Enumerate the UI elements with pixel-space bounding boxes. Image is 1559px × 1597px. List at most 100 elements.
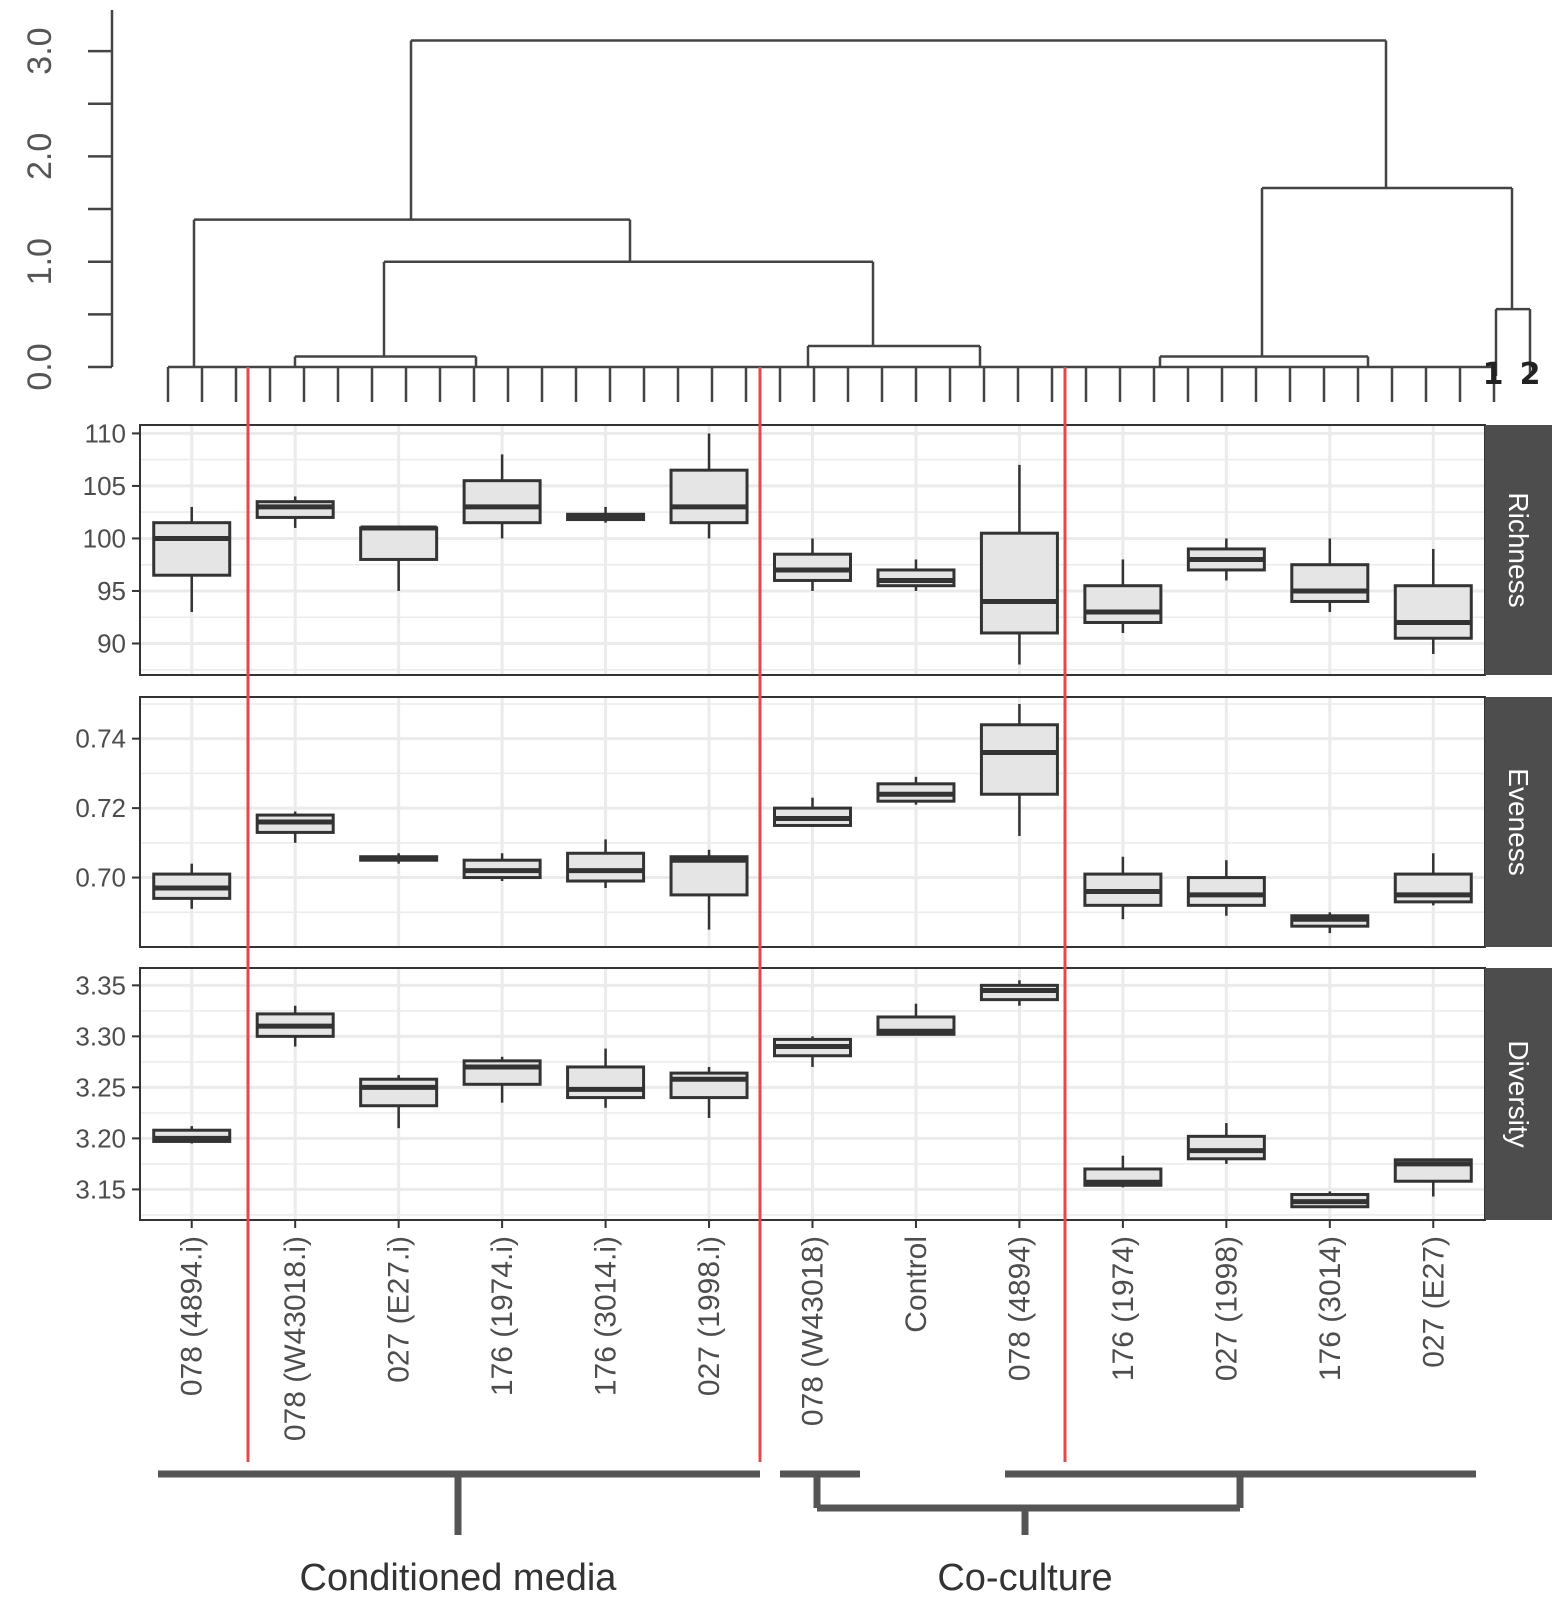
- y-tick-label: 90: [97, 628, 126, 658]
- x-label-176-1974-i: 176 (1974.i): [486, 1236, 519, 1396]
- panel-eveness: 0.70 0.72 0.74 Eveness: [75, 696, 1552, 948]
- box-richness-control: [876, 559, 956, 591]
- box-eveness-027-1998-i: [669, 849, 749, 930]
- x-label-027-e27-i: 027 (E27.i): [383, 1236, 416, 1383]
- y-tick-label: 3.35: [75, 970, 126, 1000]
- x-label-027-1998-i: 027 (1998.i): [693, 1236, 726, 1396]
- box-diversity-027-1998-i: [669, 1066, 749, 1118]
- box-diversity-078-4894-i: [152, 1126, 232, 1144]
- box-eveness-078-4894-i: [152, 863, 232, 909]
- box-panels: 90 95 100 105 110 Richness 0.70 0.72 0.74 Eveness…: [75, 418, 1552, 1221]
- panel-diversity: 3.15 3.20 3.25 3.30 3.35 Diversity: [75, 967, 1552, 1221]
- box-richness-176-3014: [1290, 538, 1370, 612]
- box-eveness-078-w43018-i: [255, 811, 335, 843]
- box-iqr: [979, 723, 1059, 796]
- strip-label-eveness: Eveness: [1503, 768, 1534, 875]
- box-diversity-176-3014: [1290, 1191, 1370, 1209]
- y-tick-label: 100: [83, 523, 126, 553]
- box-iqr: [979, 531, 1059, 635]
- box-eveness-078-4894: [979, 703, 1059, 836]
- y-tick-label: 3.20: [75, 1123, 126, 1153]
- group-separators: [246, 367, 1067, 1462]
- box-diversity-control: [876, 1003, 956, 1036]
- y-tick-label: 0.72: [75, 793, 126, 823]
- box-iqr: [669, 468, 749, 525]
- box-diversity-027-e27-i: [359, 1075, 439, 1129]
- group-label-conditioned-media: Conditioned media: [300, 1557, 618, 1597]
- box-richness-176-1974-i: [462, 454, 542, 539]
- box-eveness-027-e27: [1393, 853, 1473, 906]
- box-richness-027-1998: [1186, 538, 1266, 581]
- box-diversity-176-1974-i: [462, 1056, 542, 1103]
- y-tick-label: 105: [83, 471, 126, 501]
- box-iqr: [1186, 876, 1266, 907]
- dendrogram-tick-label: 2.0: [21, 133, 59, 180]
- box-diversity-176-1974: [1083, 1155, 1163, 1188]
- x-label-176-1974: 176 (1974): [1107, 1236, 1140, 1381]
- x-axis-labels: 078 (4894.i) 078 (W43018.i) 027 (E27.i) 176…: [176, 1220, 1450, 1441]
- box-iqr: [1393, 872, 1473, 904]
- y-tick-label: 0.74: [75, 724, 126, 754]
- strip-background: [1485, 968, 1552, 1220]
- box-richness-078-4894: [979, 464, 1059, 665]
- box-iqr: [876, 568, 956, 588]
- box-richness-078-4894-i: [152, 506, 232, 612]
- x-label-176-3014: 176 (3014): [1314, 1236, 1347, 1381]
- dendrogram-tick-label: 0.0: [21, 343, 59, 390]
- dendrogram: 0.0 1.0 2.0 3.0 1 2: [21, 10, 1540, 402]
- box-diversity-027-e27: [1393, 1158, 1473, 1197]
- dendrogram-tick-label: 1.0: [21, 238, 59, 285]
- strip-label-richness: Richness: [1503, 492, 1534, 607]
- box-eveness-027-e27-i: [359, 853, 439, 864]
- box-diversity-078-w43018-i: [255, 1005, 335, 1047]
- box-eveness-078-w43018: [773, 797, 852, 827]
- strip-label-diversity: Diversity: [1503, 1040, 1534, 1147]
- box-richness-027-e27-i: [359, 525, 439, 591]
- x-label-027-1998: 027 (1998): [1210, 1236, 1243, 1381]
- box-iqr: [462, 479, 542, 525]
- box-diversity-027-1998: [1186, 1123, 1266, 1164]
- dendrogram-tick-label: 3.0: [21, 27, 59, 74]
- box-iqr: [1290, 563, 1370, 603]
- box-diversity-078-w43018: [773, 1036, 852, 1067]
- box-diversity-176-3014-i: [566, 1048, 646, 1108]
- x-label-027-e27: 027 (E27): [1417, 1236, 1450, 1368]
- x-label-176-3014-i: 176 (3014.i): [590, 1236, 623, 1396]
- y-tick-label: 3.15: [75, 1174, 126, 1204]
- box-richness-078-w43018-i: [255, 496, 335, 528]
- x-label-078-4894-i: 078 (4894.i): [176, 1236, 209, 1396]
- y-tick-label: 0.70: [75, 863, 126, 893]
- box-iqr: [773, 552, 852, 582]
- box-eveness-176-3014: [1290, 912, 1370, 934]
- box-eveness-027-1998: [1186, 860, 1266, 916]
- y-tick-label: 110: [85, 418, 126, 448]
- box-iqr: [462, 1059, 542, 1086]
- x-label-078-w43018: 078 (W43018): [797, 1236, 830, 1426]
- box-eveness-control: [876, 776, 956, 805]
- box-iqr: [1186, 1134, 1266, 1161]
- x-label-078-4894: 078 (4894): [1003, 1236, 1036, 1381]
- box-iqr: [1393, 584, 1473, 640]
- box-eveness-176-1974: [1083, 856, 1163, 920]
- box-iqr: [1083, 584, 1163, 624]
- group-label-co-culture: Co-culture: [937, 1557, 1112, 1597]
- box-diversity-078-4894: [979, 980, 1059, 1006]
- box-iqr: [152, 1128, 232, 1143]
- box-iqr: [669, 855, 749, 897]
- strip-background: [1485, 425, 1552, 675]
- dendrogram-leaf-label-2: 2: [1520, 357, 1541, 392]
- x-label-control: Control: [900, 1236, 933, 1333]
- y-tick-label: 3.25: [75, 1072, 126, 1102]
- box-richness-176-1974: [1083, 559, 1163, 633]
- y-tick-label: 3.30: [75, 1021, 126, 1051]
- group-brackets: Conditioned media Co-culture: [158, 1470, 1476, 1597]
- box-iqr: [566, 851, 646, 883]
- panel-richness: 90 95 100 105 110 Richness: [83, 418, 1552, 676]
- y-tick-label: 95: [97, 576, 126, 606]
- box-iqr: [359, 526, 439, 561]
- box-richness-027-1998-i: [669, 433, 749, 539]
- dendrogram-leaf-label-1: 1: [1483, 357, 1504, 392]
- box-richness-027-e27: [1393, 548, 1473, 654]
- box-richness-078-w43018: [773, 538, 852, 591]
